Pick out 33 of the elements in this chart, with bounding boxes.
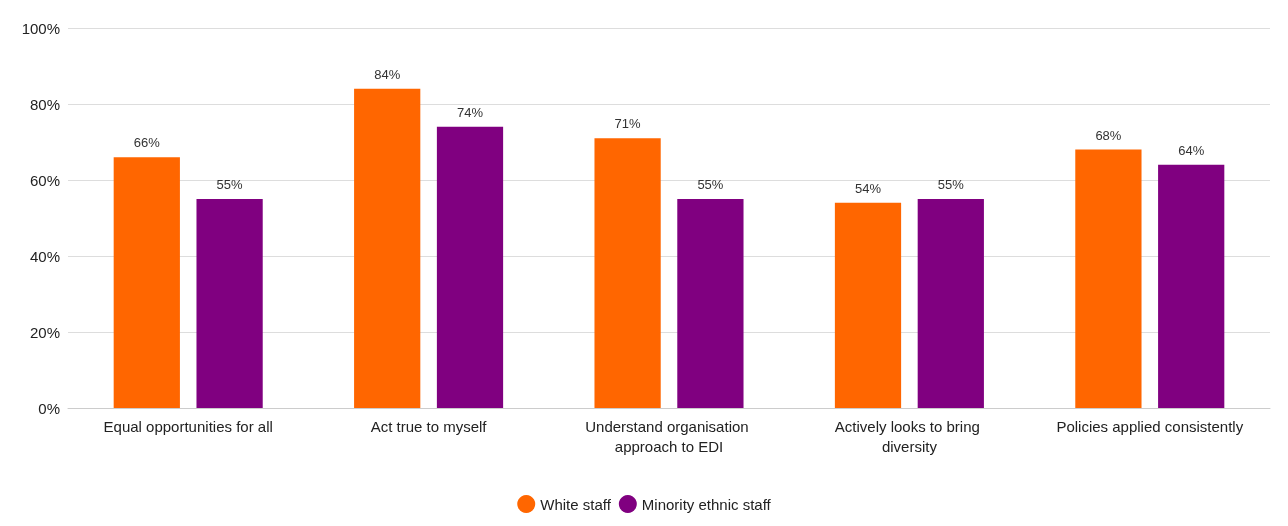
data-label: 64% — [1178, 142, 1205, 158]
x-tick-label: Equal opportunities for all — [103, 417, 273, 435]
data-label: 66% — [133, 135, 161, 151]
data-label: 55% — [216, 177, 244, 192]
y-tick-label: 60% — [29, 171, 60, 189]
data-label: 54% — [854, 180, 882, 196]
legend-label: Minority ethnic staff — [641, 495, 772, 513]
data-label: 84% — [374, 66, 401, 82]
bar — [1075, 149, 1142, 408]
data-label: 55% — [697, 177, 724, 192]
bar — [677, 199, 744, 408]
data-label: 74% — [456, 104, 484, 120]
y-tick-label: 20% — [29, 323, 60, 341]
y-tick-label: 100% — [21, 19, 60, 37]
y-tick-label: 80% — [29, 95, 60, 113]
bar — [834, 202, 902, 408]
x-tick-label: Policies applied consistently — [1056, 417, 1244, 435]
legend-label: White staff — [540, 495, 612, 513]
data-label: 55% — [937, 177, 965, 192]
x-tick-label: Act true to myself — [370, 417, 488, 435]
bar — [354, 88, 421, 408]
bar — [917, 199, 984, 408]
bar — [594, 138, 661, 408]
y-tick-label: 0% — [38, 399, 60, 417]
data-label: 68% — [1095, 127, 1122, 143]
bar — [196, 199, 263, 408]
bar — [436, 126, 504, 408]
x-tick-label: Actively looks to bring diversity — [834, 417, 985, 455]
data-label: 71% — [614, 116, 642, 132]
bar — [113, 157, 180, 408]
bar — [1158, 164, 1225, 408]
x-tick-label: Understand organisation approach to EDI — [585, 417, 753, 455]
y-tick-label: 40% — [29, 247, 60, 265]
